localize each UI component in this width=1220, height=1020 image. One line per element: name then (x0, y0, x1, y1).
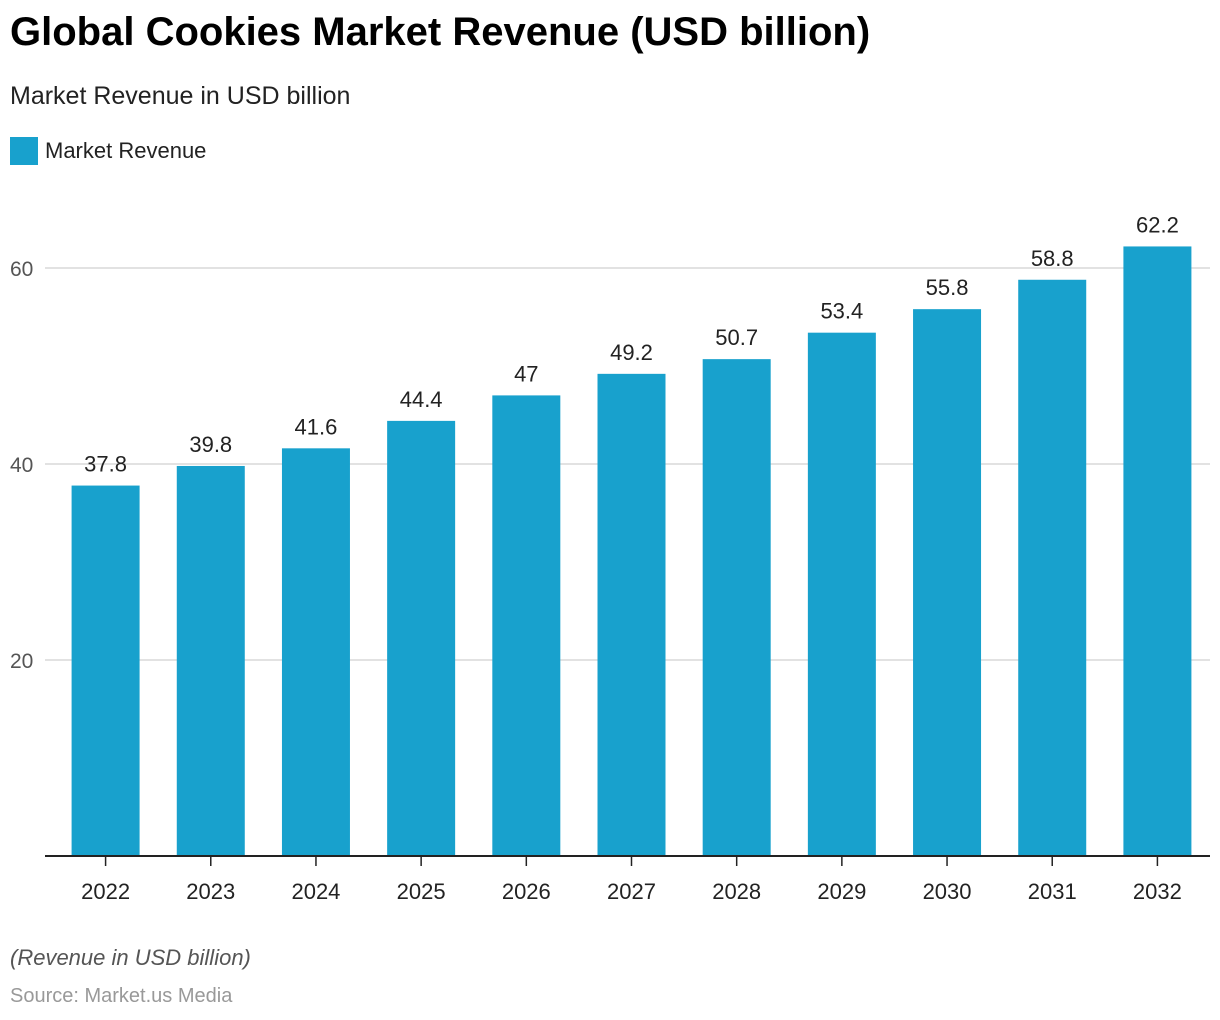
x-tick-label-2029: 2029 (817, 879, 866, 904)
data-label-2027: 49.2 (610, 340, 653, 365)
y-tick-label: 60 (10, 258, 33, 281)
legend-swatch (10, 137, 38, 165)
x-tick-label-2027: 2027 (607, 879, 656, 904)
x-tick-label-2026: 2026 (502, 879, 551, 904)
x-axis: 2022 2023 2024 2025 2026 2027 2028 2029 2030 2031… (45, 855, 1210, 904)
source-credit: Source: Market.us Media (10, 985, 233, 1007)
x-tick-label-2032: 2032 (1133, 879, 1182, 904)
x-tick-label-2022: 2022 (81, 879, 130, 904)
bar-2023 (176, 465, 245, 856)
bar-2024 (281, 448, 350, 856)
data-label-2028: 50.7 (715, 325, 758, 350)
x-tick-label-2025: 2025 (397, 879, 446, 904)
bar-2025 (387, 420, 456, 856)
x-tick-label-2023: 2023 (186, 879, 235, 904)
bar-2030 (913, 309, 982, 856)
data-label-2029: 53.4 (820, 299, 863, 324)
y-tick-label: 20 (10, 650, 33, 673)
x-tick-label-2030: 2030 (923, 879, 972, 904)
data-label-2031: 58.8 (1031, 246, 1074, 271)
data-label-2024: 41.6 (295, 414, 338, 439)
legend-label: Market Revenue (45, 138, 207, 163)
data-label-2022: 37.8 (84, 452, 127, 477)
bar-chart: 20 40 60 37.8 39.8 41.6 44.4 47 49.2 50.7 53.4 55.… (10, 212, 1210, 904)
y-tick-label: 40 (10, 454, 33, 477)
x-tick-label-2031: 2031 (1028, 879, 1077, 904)
bar-2026 (492, 395, 561, 856)
data-label-2026: 47 (514, 361, 538, 386)
data-label-2032: 62.2 (1136, 212, 1179, 237)
bars (71, 246, 1192, 856)
bar-2022 (71, 485, 140, 856)
bar-2027 (597, 373, 666, 856)
chart-subtitle: Market Revenue in USD billion (10, 82, 351, 110)
footnote: (Revenue in USD billion) (10, 945, 251, 970)
bar-2031 (1018, 279, 1087, 856)
legend: Market Revenue (10, 136, 206, 166)
chart-title: Global Cookies Market Revenue (USD billi… (10, 10, 871, 54)
bar-2032 (1123, 246, 1192, 856)
data-labels: 37.8 39.8 41.6 44.4 47 49.2 50.7 53.4 55.8 58.8 62… (84, 212, 1179, 476)
x-tick-label-2024: 2024 (291, 879, 340, 904)
bar-2028 (702, 359, 771, 856)
x-tick-label-2028: 2028 (712, 879, 761, 904)
data-label-2030: 55.8 (926, 275, 969, 300)
data-label-2023: 39.8 (189, 432, 232, 457)
bar-2029 (807, 332, 876, 856)
data-label-2025: 44.4 (400, 387, 443, 412)
